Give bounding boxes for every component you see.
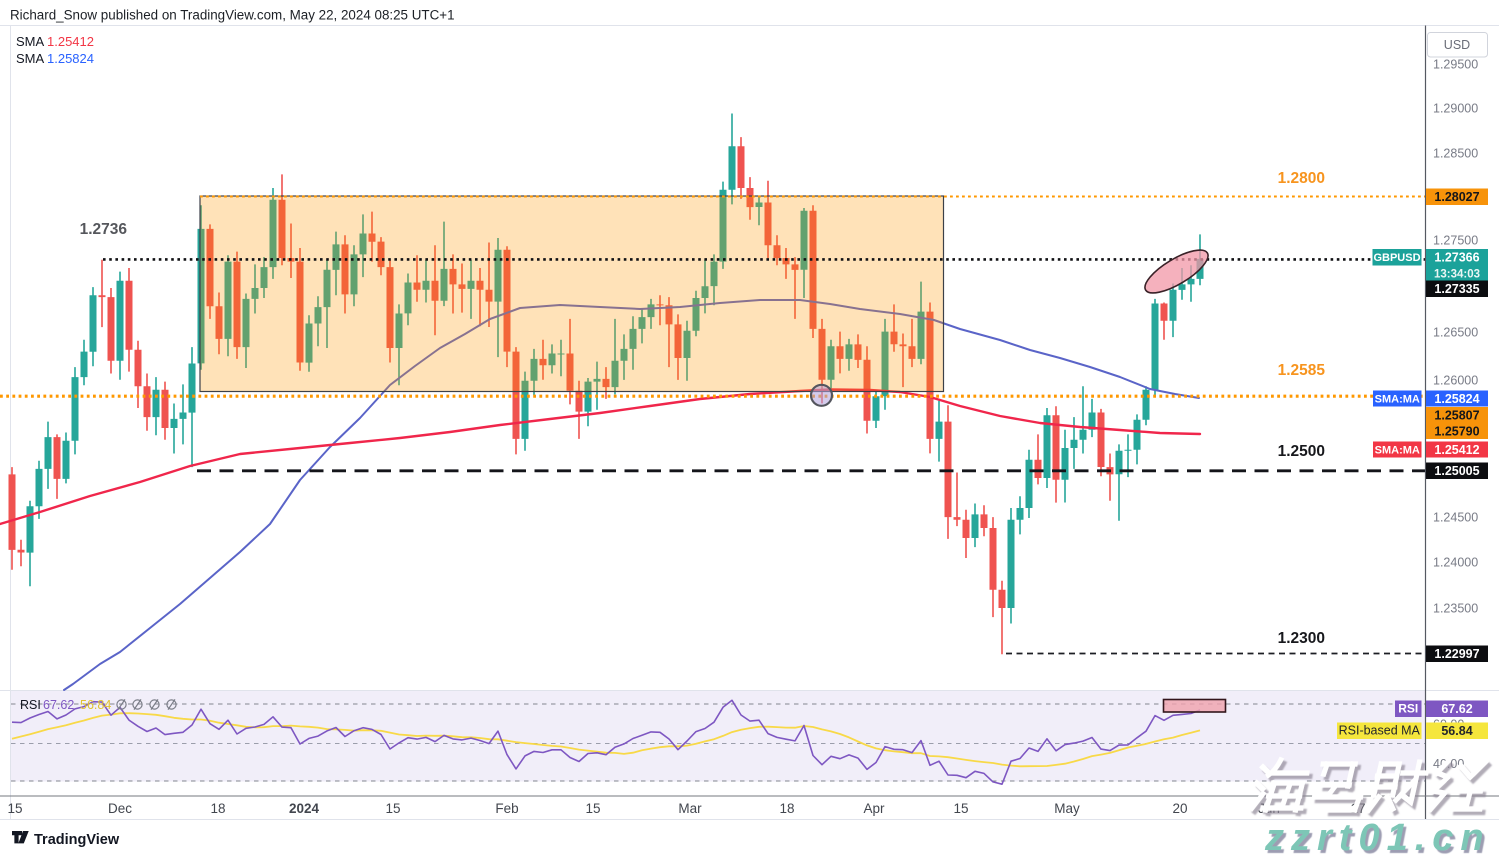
svg-text:Apr: Apr xyxy=(863,801,885,816)
svg-text:1.26500: 1.26500 xyxy=(1433,325,1478,339)
svg-text:USD: USD xyxy=(1444,38,1470,52)
svg-text:Richard_Snow published on Trad: Richard_Snow published on TradingView.co… xyxy=(10,8,455,23)
svg-text:1.24500: 1.24500 xyxy=(1433,510,1478,524)
svg-text:SMA:MA: SMA:MA xyxy=(1375,393,1420,405)
svg-text:SMA: SMA xyxy=(16,34,45,49)
svg-text:1.29500: 1.29500 xyxy=(1433,57,1478,71)
svg-text:GBPUSD: GBPUSD xyxy=(1373,252,1420,264)
svg-text:2024: 2024 xyxy=(289,801,320,816)
svg-text:1.25790: 1.25790 xyxy=(1434,424,1479,438)
svg-text:TradingView: TradingView xyxy=(34,832,120,848)
svg-text:1.25807: 1.25807 xyxy=(1434,408,1479,422)
svg-text:1.25824: 1.25824 xyxy=(1434,392,1479,406)
svg-text:Mar: Mar xyxy=(678,801,702,816)
svg-text:15: 15 xyxy=(953,801,968,816)
svg-text:1.2500: 1.2500 xyxy=(1278,443,1325,460)
svg-text:56.84: 56.84 xyxy=(1441,724,1472,738)
svg-text:1.2300: 1.2300 xyxy=(1278,630,1325,647)
svg-text:1.24000: 1.24000 xyxy=(1433,555,1478,569)
svg-text:1.25824: 1.25824 xyxy=(47,51,94,66)
svg-text:1.2585: 1.2585 xyxy=(1278,362,1326,379)
svg-text:1.26000: 1.26000 xyxy=(1433,373,1478,387)
svg-text:1.28500: 1.28500 xyxy=(1433,146,1478,160)
svg-text:May: May xyxy=(1054,801,1080,816)
svg-text:1.2736: 1.2736 xyxy=(80,221,128,238)
svg-text:SMA:MA: SMA:MA xyxy=(1375,444,1420,456)
svg-text:67.62: 67.62 xyxy=(1441,702,1472,716)
svg-text:1.25005: 1.25005 xyxy=(1434,464,1479,478)
svg-text:1.29000: 1.29000 xyxy=(1433,101,1478,115)
svg-text:15: 15 xyxy=(7,801,22,816)
svg-text:1.25412: 1.25412 xyxy=(1434,443,1479,457)
svg-text:RSI: RSI xyxy=(20,698,41,712)
svg-text:1.27500: 1.27500 xyxy=(1433,233,1478,247)
svg-text:1.23500: 1.23500 xyxy=(1433,601,1478,615)
svg-text:RSI: RSI xyxy=(1398,702,1418,716)
svg-text:SMA: SMA xyxy=(16,51,45,66)
svg-text:15: 15 xyxy=(585,801,600,816)
svg-text:1.2800: 1.2800 xyxy=(1278,170,1325,187)
svg-text:67.62: 67.62 xyxy=(43,698,74,712)
svg-text:18: 18 xyxy=(210,801,225,816)
svg-text:1.27335: 1.27335 xyxy=(1434,282,1479,296)
svg-text:Dec: Dec xyxy=(108,801,132,816)
svg-text:1.28027: 1.28027 xyxy=(1434,190,1479,204)
svg-text:18: 18 xyxy=(779,801,794,816)
svg-text:13:34:03: 13:34:03 xyxy=(1434,268,1480,280)
svg-text:RSI-based MA: RSI-based MA xyxy=(1339,724,1421,738)
svg-text:1.27366: 1.27366 xyxy=(1434,251,1479,265)
svg-text:1.25412: 1.25412 xyxy=(47,34,94,49)
svg-text:20: 20 xyxy=(1172,801,1187,816)
svg-text:1.22997: 1.22997 xyxy=(1434,647,1479,661)
svg-text:56.84: 56.84 xyxy=(80,698,111,712)
svg-text:Feb: Feb xyxy=(495,801,518,816)
svg-text:15: 15 xyxy=(385,801,400,816)
